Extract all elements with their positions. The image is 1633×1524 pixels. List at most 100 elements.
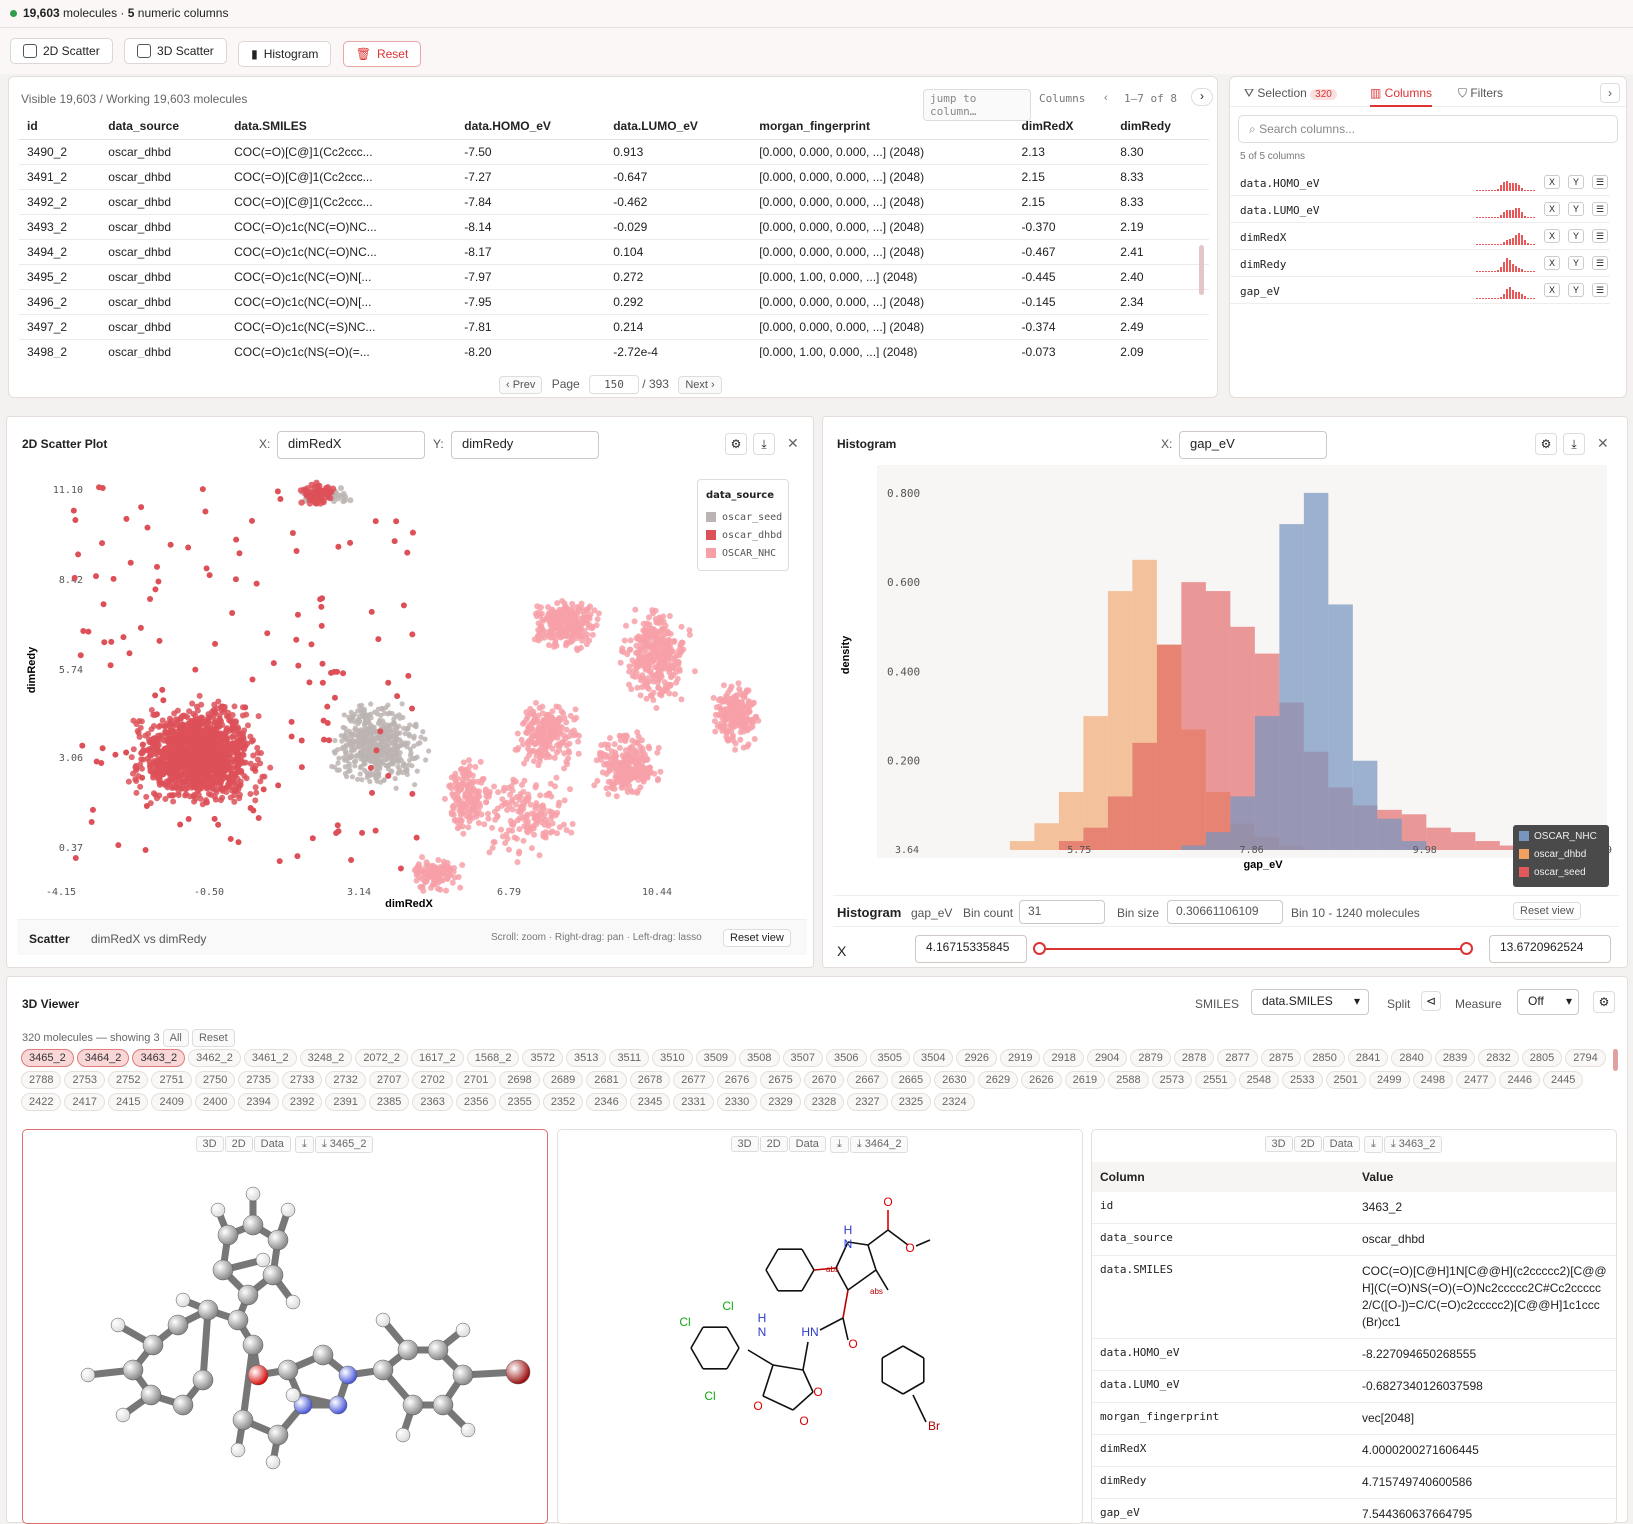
download-icon[interactable]: ⤓ 3465_2 xyxy=(315,1136,374,1153)
molecule-chip[interactable]: 2877 xyxy=(1217,1049,1257,1067)
molecule-chip[interactable]: 1617_2 xyxy=(411,1049,464,1067)
molecule-chip[interactable]: 2665 xyxy=(891,1071,931,1089)
set-y-button[interactable]: Y xyxy=(1568,202,1584,216)
scatter-download-icon[interactable]: ⤓ xyxy=(753,433,775,455)
molecule-chip[interactable]: 3510 xyxy=(652,1049,692,1067)
molecule-3d-view[interactable] xyxy=(23,1160,547,1520)
molecule-chip[interactable]: 3463_2 xyxy=(132,1049,185,1067)
tab-3d[interactable]: 3D xyxy=(196,1136,224,1152)
chip-scrollbar[interactable] xyxy=(1613,1049,1618,1071)
molecule-chip[interactable]: 2345 xyxy=(630,1093,670,1111)
histogram-chart[interactable]: 0.8000.6000.4000.2003.645.757.869.9812.0… xyxy=(837,465,1613,895)
column-header[interactable]: morgan_fingerprint xyxy=(751,113,1013,140)
scatter-2d-button[interactable]: 2D Scatter xyxy=(10,38,113,64)
molecule-chip[interactable]: 2363 xyxy=(412,1093,452,1111)
set-y-button[interactable]: Y xyxy=(1568,283,1584,297)
molecule-chip[interactable]: 2588 xyxy=(1108,1071,1148,1089)
range-slider-max-handle[interactable] xyxy=(1460,942,1473,955)
molecule-chip[interactable]: 2498 xyxy=(1413,1071,1453,1089)
molecule-chip[interactable]: 2619 xyxy=(1065,1071,1105,1089)
viewer-reset-button[interactable]: Reset xyxy=(192,1029,235,1047)
molecule-chip[interactable]: 2788 xyxy=(21,1071,61,1089)
molecule-chip[interactable]: 2805 xyxy=(1522,1049,1562,1067)
molecule-chip[interactable]: 1568_2 xyxy=(467,1049,520,1067)
molecule-chip[interactable]: 3506 xyxy=(826,1049,866,1067)
molecule-chip[interactable]: 2850 xyxy=(1304,1049,1344,1067)
hist-legend-item[interactable]: oscar_dhbd xyxy=(1519,849,1586,860)
molecule-chip[interactable]: 2678 xyxy=(630,1071,670,1089)
molecule-chip[interactable]: 2391 xyxy=(325,1093,365,1111)
molecule-chip[interactable]: 2626 xyxy=(1021,1071,1061,1089)
column-header[interactable]: dimRedy xyxy=(1112,113,1209,140)
molecule-chip[interactable]: 2841 xyxy=(1348,1049,1388,1067)
hist-legend-item[interactable]: OSCAR_NHC xyxy=(1519,831,1597,842)
molecule-chip[interactable]: 2681 xyxy=(586,1071,626,1089)
molecule-chip[interactable]: 3513 xyxy=(566,1049,606,1067)
column-menu-icon[interactable]: ☰ xyxy=(1592,175,1608,189)
range-slider-min-handle[interactable] xyxy=(1033,942,1046,955)
molecule-chip[interactable]: 2879 xyxy=(1130,1049,1170,1067)
hist-reset-button[interactable]: Reset view xyxy=(1513,902,1581,920)
molecule-chip[interactable]: 2446 xyxy=(1499,1071,1539,1089)
molecule-chip[interactable]: 2832 xyxy=(1478,1049,1518,1067)
molecule-chip[interactable]: 3505 xyxy=(870,1049,910,1067)
column-header[interactable]: data.SMILES xyxy=(226,113,456,140)
molecule-chip[interactable]: 2918 xyxy=(1043,1049,1083,1067)
scatter-close-icon[interactable]: ✕ xyxy=(787,435,799,452)
tab-data[interactable]: Data xyxy=(254,1136,291,1152)
scatter-reset-button[interactable]: Reset view xyxy=(723,929,791,947)
set-x-button[interactable]: X xyxy=(1544,229,1560,243)
tab-data[interactable]: Data xyxy=(1323,1136,1360,1152)
molecule-chip[interactable]: 3572 xyxy=(522,1049,562,1067)
set-y-button[interactable]: Y xyxy=(1568,256,1584,270)
molecule-chip[interactable]: 2328 xyxy=(804,1093,844,1111)
molecule-chip[interactable]: 2677 xyxy=(673,1071,713,1089)
download-icon[interactable]: ⤓ xyxy=(830,1136,849,1153)
molecule-chip[interactable]: 2573 xyxy=(1152,1071,1192,1089)
molecule-chip[interactable]: 2325 xyxy=(891,1093,931,1111)
molecule-chip[interactable]: 3507 xyxy=(783,1049,823,1067)
molecule-chip[interactable]: 2422 xyxy=(21,1093,61,1111)
hist-x-select[interactable]: gap_eV xyxy=(1179,431,1327,459)
column-header[interactable]: data.HOMO_eV xyxy=(456,113,605,140)
molecule-chip[interactable]: 2667 xyxy=(847,1071,887,1089)
column-menu-icon[interactable]: ☰ xyxy=(1592,229,1608,243)
molecule-chip[interactable]: 2733 xyxy=(282,1071,322,1089)
col-next-icon[interactable]: › xyxy=(1191,88,1213,106)
split-icon[interactable]: ⊲ xyxy=(1421,991,1441,1011)
molecule-chip[interactable]: 2839 xyxy=(1435,1049,1475,1067)
molecule-chip[interactable]: 2670 xyxy=(804,1071,844,1089)
molecule-chip[interactable]: 3462_2 xyxy=(188,1049,241,1067)
molecule-chip[interactable]: 2394 xyxy=(238,1093,278,1111)
tab-filters[interactable]: ⛉ Filters xyxy=(1458,86,1503,101)
tab-data[interactable]: Data xyxy=(789,1136,826,1152)
molecule-chip[interactable]: 2445 xyxy=(1543,1071,1583,1089)
column-header[interactable]: id xyxy=(19,113,100,140)
set-x-button[interactable]: X xyxy=(1544,256,1560,270)
molecule-chip[interactable]: 2840 xyxy=(1391,1049,1431,1067)
column-search-input[interactable]: ⌕ Search columns... xyxy=(1238,115,1618,143)
molecule-chip[interactable]: 2926 xyxy=(956,1049,996,1067)
hist-close-icon[interactable]: ✕ xyxy=(1597,435,1609,452)
scatter-x-select[interactable]: dimRedX xyxy=(277,431,425,459)
set-y-button[interactable]: Y xyxy=(1568,175,1584,189)
molecule-chip[interactable]: 2330 xyxy=(717,1093,757,1111)
range-slider-track[interactable] xyxy=(1039,948,1467,950)
tab-2d[interactable]: 2D xyxy=(760,1136,788,1152)
molecule-chip[interactable]: 2732 xyxy=(325,1071,365,1089)
measure-select[interactable]: Off▾ xyxy=(1517,989,1579,1015)
molecule-chip[interactable]: 2675 xyxy=(760,1071,800,1089)
hist-legend-item[interactable]: oscar_seed xyxy=(1519,867,1586,878)
table-scrollbar[interactable] xyxy=(1199,245,1204,295)
column-menu-icon[interactable]: ☰ xyxy=(1592,283,1608,297)
